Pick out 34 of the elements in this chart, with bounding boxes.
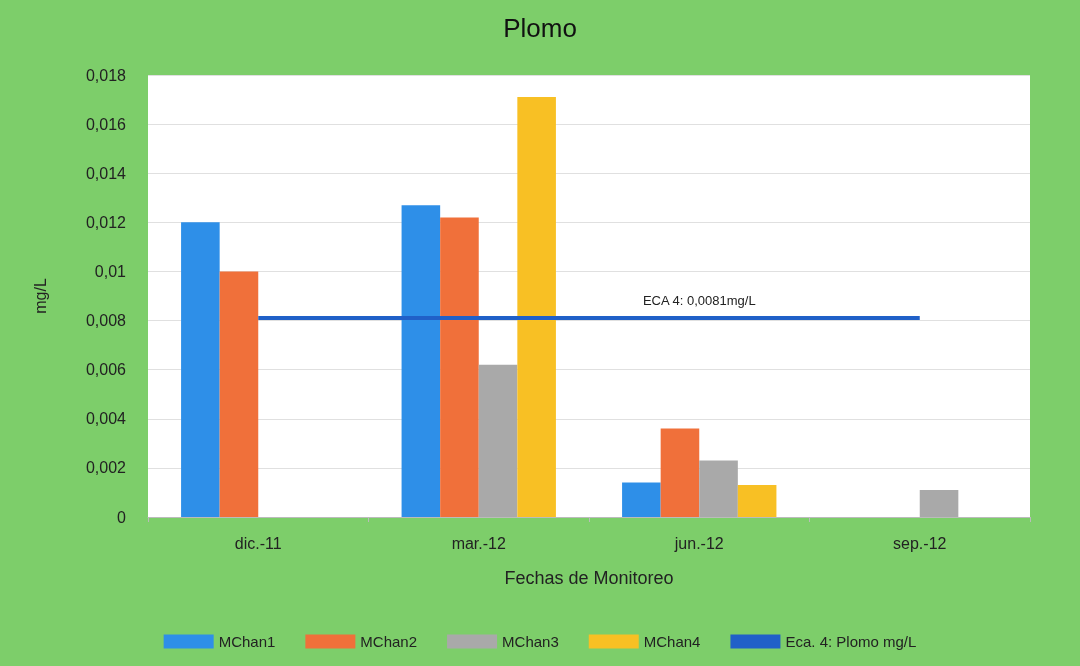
bar: [622, 482, 661, 517]
y-tick-label: 0,014: [85, 164, 127, 182]
bar: [737, 485, 777, 517]
bar: [478, 364, 518, 517]
bar: [699, 460, 738, 517]
y-tick-label: 0,016: [85, 115, 127, 133]
y-tick-label: 0,018: [85, 66, 127, 84]
bar: [517, 97, 556, 517]
bar: [401, 205, 441, 517]
bar: [919, 489, 959, 517]
y-tick-label: 0: [117, 508, 127, 526]
y-tick-label: 0,002: [85, 459, 127, 477]
legend-label: MChan4: [643, 633, 701, 650]
legend-label: MChan3: [502, 633, 559, 650]
legend-label: Eca. 4: Plomo mg/L: [785, 633, 917, 650]
y-tick-label: 0,01: [94, 262, 127, 280]
chart-title: Plomo: [503, 13, 577, 43]
bar: [660, 428, 700, 517]
x-tick-label: dic.-11: [234, 534, 282, 552]
legend-label: MChan2: [360, 633, 418, 650]
annotation: ECA 4: 0,0081mg/L: [642, 292, 756, 308]
legend-label: MChan1: [218, 633, 276, 650]
x-tick-label: sep.-12: [893, 534, 947, 552]
x-axis-title: Fechas de Monitoreo: [504, 568, 674, 588]
bar: [219, 271, 259, 517]
bar: [440, 217, 479, 517]
bar: [181, 222, 220, 517]
y-tick-label: 0,012: [85, 213, 127, 231]
x-tick-label: mar.-12: [451, 534, 506, 552]
y-tick-label: 0,006: [85, 361, 127, 379]
y-tick-label: 0,008: [85, 312, 127, 330]
y-tick-label: 0,004: [85, 410, 127, 428]
x-tick-label: jun.-12: [673, 534, 724, 552]
y-axis-title: mg/L: [31, 278, 49, 314]
